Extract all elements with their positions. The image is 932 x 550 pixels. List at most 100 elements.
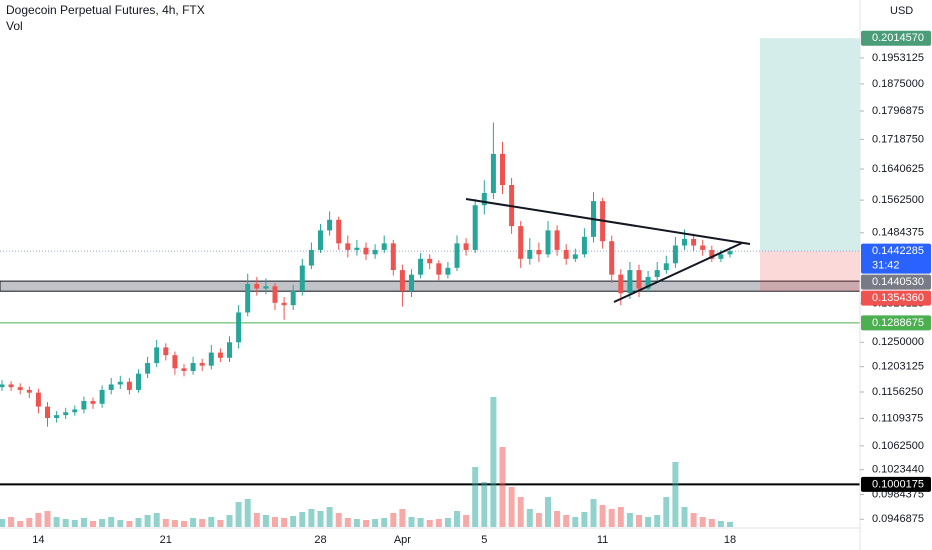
- volume-bar: [572, 517, 579, 527]
- volume-bar: [526, 509, 533, 527]
- candle-body: [35, 392, 41, 407]
- volume-bar: [99, 519, 106, 527]
- volume-bar: [472, 467, 479, 527]
- candle-body: [418, 258, 424, 275]
- candle-body: [281, 302, 287, 306]
- volume-bar: [308, 509, 315, 527]
- volume-bar: [727, 522, 733, 527]
- candle-body: [236, 312, 242, 343]
- candle-body: [691, 239, 697, 246]
- y-tick-label: 0.1203125: [872, 361, 924, 373]
- volume-bar: [608, 509, 615, 527]
- candle-body: [536, 249, 542, 255]
- volume-bar: [717, 521, 724, 527]
- position-loss: [760, 251, 860, 292]
- candle-body: [217, 352, 223, 358]
- volume-bar: [281, 518, 288, 527]
- candle-body: [472, 205, 478, 250]
- volume-bar: [581, 512, 588, 527]
- volume-bar: [272, 517, 278, 527]
- candle-body: [345, 243, 351, 250]
- candle-body: [700, 245, 706, 250]
- y-tick-label: 0.1953125: [872, 52, 924, 64]
- price-label: 0.2014570: [872, 32, 924, 44]
- volume-bar: [645, 517, 652, 527]
- volume-bar: [108, 517, 115, 527]
- candle-body: [245, 283, 251, 313]
- candle-body: [627, 270, 633, 294]
- volume-bar: [381, 518, 388, 527]
- volume-bar: [262, 515, 269, 527]
- candle-body: [372, 249, 378, 255]
- candle-body: [0, 384, 5, 388]
- volume-bar: [490, 397, 497, 527]
- volume-bar: [435, 519, 442, 527]
- candle-body: [454, 243, 460, 268]
- volume-bar: [563, 515, 570, 527]
- volume-bar: [62, 519, 69, 527]
- candle-body: [81, 401, 87, 410]
- volume-bar: [599, 505, 606, 527]
- price-label-box: [861, 243, 931, 274]
- candle-body: [154, 347, 160, 364]
- volume-bar: [372, 519, 379, 527]
- volume-bar: [690, 513, 697, 527]
- volume-bar: [399, 509, 406, 527]
- candle-body: [327, 219, 333, 231]
- candle-body: [108, 384, 114, 390]
- volume-bar: [344, 518, 351, 527]
- y-tick-label: 0.1796875: [872, 105, 924, 117]
- candle-body: [527, 249, 533, 259]
- candle-body: [545, 230, 551, 255]
- volume-bar: [426, 520, 433, 527]
- volume-bar: [226, 515, 233, 527]
- volume-bar: [626, 513, 633, 527]
- candle-body: [490, 153, 496, 194]
- volume-bar: [153, 513, 160, 527]
- price-label-box: [861, 315, 931, 331]
- candle-body: [581, 236, 587, 255]
- candle-body: [409, 274, 414, 291]
- candle-body: [727, 251, 733, 255]
- candle-body: [254, 283, 260, 289]
- volume-bar: [408, 517, 415, 527]
- volume-bar: [126, 521, 133, 527]
- candle-body: [463, 243, 469, 250]
- candle-body: [308, 249, 314, 266]
- candle-body: [518, 226, 524, 259]
- volume-bar: [708, 519, 715, 527]
- candle-body: [399, 270, 405, 291]
- candle-body: [199, 363, 205, 366]
- candle-body: [682, 239, 687, 246]
- volume-bar: [617, 507, 624, 527]
- volume-bar: [35, 513, 42, 527]
- candle-body: [554, 230, 560, 250]
- y-tick-label: 0.1062500: [872, 440, 924, 452]
- candle-body: [718, 254, 724, 259]
- candle-body: [172, 355, 178, 369]
- volume-bar: [353, 519, 360, 527]
- candle-body: [17, 387, 23, 390]
- candle-body: [645, 276, 651, 289]
- volume-bar: [444, 518, 451, 527]
- chart-title: Dogecoin Perpetual Futures, 4h, FTX: [6, 3, 205, 17]
- volume-bar: [217, 520, 224, 527]
- y-tick-label: 0.1640625: [872, 163, 924, 175]
- volume-bar: [80, 518, 87, 527]
- candle-body: [99, 389, 105, 404]
- volume-bar: [335, 513, 342, 527]
- price-label-box: [861, 290, 931, 306]
- volume-bar: [463, 515, 470, 527]
- candle-body: [8, 384, 14, 388]
- volume-bar: [135, 518, 142, 527]
- x-tick-label: 14: [32, 534, 44, 546]
- volume-bar: [71, 520, 78, 527]
- volume-bar: [481, 482, 488, 527]
- volume-bar: [190, 518, 197, 527]
- volume-bar: [390, 513, 397, 527]
- volume-bar: [8, 517, 15, 527]
- price-label: 0.1354360: [872, 292, 924, 304]
- candle-body: [363, 247, 369, 255]
- volume-bar: [26, 518, 33, 527]
